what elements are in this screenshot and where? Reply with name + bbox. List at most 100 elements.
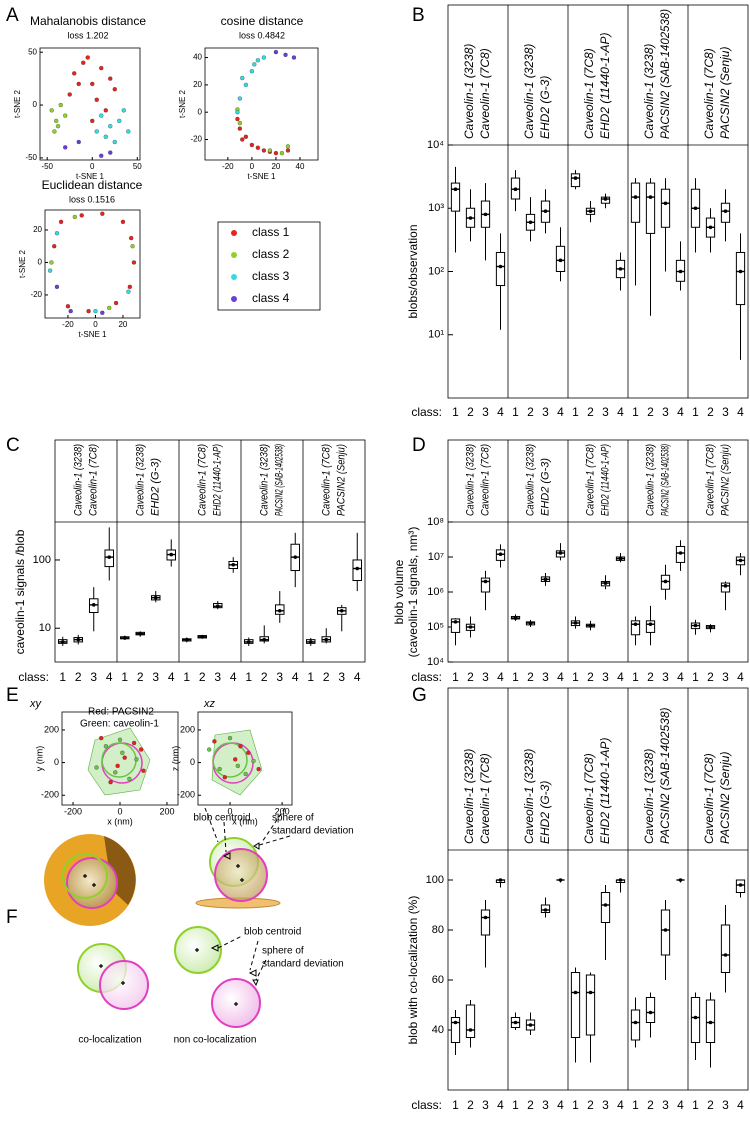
point [237,126,243,131]
class-tick-label: 1 [692,405,699,419]
class-tick-label: 4 [292,670,299,684]
point [108,150,113,155]
y-tick-label: 100 [426,874,444,886]
class-tick-label: 3 [276,670,283,684]
legend-label: class 3 [252,269,290,283]
x-tick-label: 200 [275,806,290,816]
point [112,87,117,92]
point [279,151,285,156]
diagram-label: sphere of [262,946,304,957]
median-dot [693,1015,698,1020]
median-dot [483,915,488,920]
point [217,766,222,772]
group-header: Caveolin-1 (3238) [134,444,146,516]
box [645,997,656,1023]
class-tick-label: 3 [722,670,729,684]
x-tick-label: 50 [133,162,142,171]
sphere [62,853,108,899]
point [131,740,137,746]
class-tick-label: 1 [512,1098,519,1112]
class-tick-label: 4 [617,1098,624,1112]
point [130,244,135,249]
y-tick-label: 10⁷ [428,551,444,563]
median-dot [513,616,518,620]
point [207,747,212,752]
y-tick-label: -50 [25,153,37,162]
legend-label: class 2 [252,247,290,261]
box [660,909,671,956]
class-tick-label: 4 [617,670,624,684]
sphere-outline [212,742,248,778]
group-header: PACSIN2 (Senju) [719,444,731,516]
median-dot [708,225,713,230]
y-axis-label: t-SNE 2 [13,89,22,118]
point [249,142,255,148]
point [76,139,81,145]
panel-frame [447,687,749,1091]
point [291,55,297,60]
point [243,82,249,88]
point [256,766,261,772]
group-header: PACSIN2 (Senju) [335,444,347,516]
class-tick-label: 1 [59,670,66,684]
class-tick-label: 2 [137,670,144,684]
class-tick-label: 2 [587,1098,594,1112]
median-dot [231,562,236,567]
median-dot [603,581,608,585]
y-tick-label: 10³ [428,202,444,214]
x-tick-label: 0 [93,320,98,329]
x-tick-label: 0 [117,806,122,816]
centroid [83,864,244,887]
point [273,49,279,55]
point [117,737,123,742]
panel-letter: F [6,907,18,928]
median-dot [262,637,267,642]
x-tick-label: -50 [41,162,53,171]
class-tick-label: 2 [199,670,206,684]
point [240,137,245,142]
median-dot [528,1023,533,1027]
point [238,744,243,749]
class-tick-label: 1 [307,670,314,684]
class-tick-label: 1 [452,1098,459,1112]
class-tick-label: 3 [90,670,97,684]
caption: non co-localization [174,1035,257,1046]
median-dot [723,953,728,957]
median-dot [558,878,563,882]
median-dot [355,566,360,571]
class-tick-label: 1 [632,405,639,419]
point [115,763,120,768]
box [450,182,461,212]
point [65,304,71,309]
y-tick-label: 0 [190,757,195,767]
class-tick-label: 2 [587,405,594,419]
median-dot [107,555,112,559]
panel-letter: E [6,685,19,706]
point [131,260,137,265]
x-axis-label: t-SNE 1 [247,172,276,181]
median-dot [618,267,623,271]
class-tick-label: 2 [707,670,714,684]
y-tick-label: 10 [39,622,51,634]
point [251,758,256,764]
point [58,219,64,225]
point [100,211,105,216]
median-dot [603,903,608,907]
sphere [66,857,118,909]
class-label: class: [411,670,442,684]
class-tick-label: 3 [602,1098,609,1112]
x-axis-label: t-SNE 1 [76,172,105,181]
class-tick-label: 3 [482,405,489,419]
class-tick-label: 1 [512,405,519,419]
point [237,96,243,101]
class-tick-label: 3 [152,670,159,684]
class-tick-label: 1 [183,670,190,684]
panel-letter: D [412,435,426,456]
box [690,997,701,1043]
class-tick-label: 4 [497,670,504,684]
median-dot [308,640,313,644]
y-tick-label: 100 [33,554,51,566]
group-header: Caveolin-1 (3238) [462,44,476,139]
group-header: EHD2 (11440-1-AP) [598,738,612,845]
median-dot [573,176,578,180]
